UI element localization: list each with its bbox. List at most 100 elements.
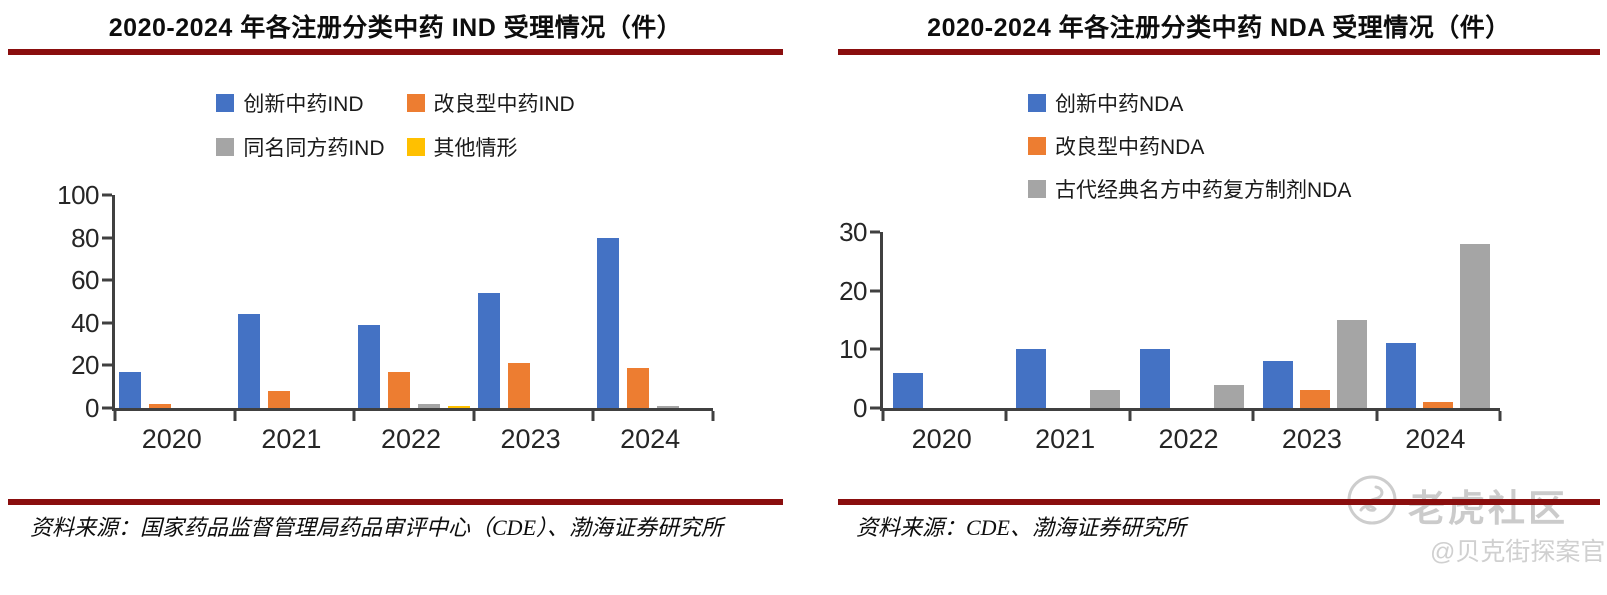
bar-group-2023 bbox=[474, 195, 594, 408]
x-axis-label: 2021 bbox=[261, 424, 322, 454]
source-note: 资料来源：CDE、渤海证券研究所 bbox=[856, 515, 1187, 540]
y-axis-tick bbox=[102, 406, 112, 410]
legend-item: 创新中药IND bbox=[216, 88, 384, 118]
legend: 创新中药IND 改良型中药IND 同名同方药IND 其他情形 bbox=[216, 88, 575, 162]
bar-groups bbox=[883, 232, 1500, 408]
bar bbox=[1262, 361, 1293, 408]
legend-item: 改良型中药NDA bbox=[1028, 131, 1600, 161]
separator-rule-top bbox=[8, 49, 783, 55]
y-axis-tick-label: 10 bbox=[839, 334, 867, 365]
legend-item: 其他情形 bbox=[406, 132, 575, 162]
legend-wrap: 创新中药IND 改良型中药IND 同名同方药IND 其他情形 bbox=[8, 88, 783, 162]
nda-chart-panel: 2020-2024 年各注册分类中药 NDA 受理情况（件） 创新中药NDA 改良… bbox=[838, 0, 1600, 595]
legend-item: 古代经典名方中药复方制剂NDA bbox=[1028, 174, 1600, 204]
plot-area: 0 20 40 60 80 100 bbox=[57, 182, 715, 421]
y-axis-tick-label: 0 bbox=[853, 393, 867, 423]
x-axis-tick bbox=[1498, 411, 1502, 421]
x-axis-label: 2022 bbox=[380, 424, 442, 454]
separator-rule-top bbox=[838, 49, 1600, 55]
watermark-handle: @贝克街探案官 bbox=[1430, 538, 1606, 566]
bar-group-2021 bbox=[1006, 232, 1129, 408]
bar bbox=[1336, 320, 1367, 408]
x-axis-label: 2023 bbox=[1281, 424, 1342, 454]
x-axis-tick bbox=[472, 411, 476, 421]
y-axis-tick bbox=[102, 278, 112, 282]
x-axis-tick bbox=[113, 411, 117, 421]
legend-label: 其他情形 bbox=[433, 137, 518, 160]
y-axis-tick-label: 40 bbox=[71, 307, 99, 338]
bar-group-2022 bbox=[354, 195, 474, 408]
bar bbox=[1423, 402, 1454, 408]
x-axis-tick bbox=[352, 411, 356, 421]
legend-label: 创新中药NDA bbox=[1055, 93, 1184, 116]
x-axis-tick bbox=[1128, 411, 1132, 421]
bar-group-2020 bbox=[883, 232, 1006, 408]
legend: 创新中药NDA 改良型中药NDA 古代经典名方中药复方制剂NDA bbox=[838, 88, 1600, 204]
legend-label: 创新中药IND bbox=[243, 93, 364, 116]
x-axis-tick bbox=[1375, 411, 1379, 421]
plot-area: 0 10 20 30 bbox=[839, 219, 1502, 421]
bar bbox=[357, 324, 380, 408]
legend-swatch-icon bbox=[1028, 180, 1046, 198]
y-axis-tick bbox=[102, 363, 112, 367]
bar bbox=[627, 367, 650, 408]
y-axis-tick bbox=[870, 406, 880, 410]
y-axis-tick bbox=[870, 347, 880, 351]
y-axis-tick-label: 0 bbox=[85, 393, 99, 423]
x-axis-tick bbox=[881, 411, 885, 421]
bar bbox=[892, 372, 923, 408]
bar bbox=[1016, 349, 1047, 408]
bar bbox=[447, 405, 470, 408]
bar-group-2022 bbox=[1130, 232, 1253, 408]
x-axis-label: 2024 bbox=[1405, 424, 1466, 454]
legend-item: 创新中药NDA bbox=[1028, 88, 1600, 118]
legend-swatch-icon bbox=[216, 138, 235, 156]
bar bbox=[597, 237, 620, 408]
legend-swatch-icon bbox=[406, 94, 425, 112]
y-axis-tick-label: 100 bbox=[57, 180, 99, 210]
x-axis-label: 2023 bbox=[500, 424, 561, 454]
bar-group-2021 bbox=[235, 195, 355, 408]
bar-groups bbox=[115, 195, 713, 408]
x-axis-labels: 2020 2021 2022 2023 2024 bbox=[880, 424, 1497, 455]
bar-group-2023 bbox=[1253, 232, 1376, 408]
bar-group-2024 bbox=[1377, 232, 1500, 408]
bar bbox=[238, 314, 261, 408]
x-axis-tick bbox=[1251, 411, 1255, 421]
bar bbox=[1090, 390, 1121, 408]
bar bbox=[387, 371, 410, 408]
y-axis-tick bbox=[870, 230, 880, 234]
bar bbox=[118, 371, 141, 408]
chart-title: 2020-2024 年各注册分类中药 IND 受理情况（件） bbox=[108, 14, 683, 42]
x-axis-label: 2024 bbox=[620, 424, 681, 454]
x-axis-tick bbox=[1004, 411, 1008, 421]
bar bbox=[1460, 243, 1491, 408]
separator-rule-bottom bbox=[838, 499, 1600, 505]
y-axis-tick bbox=[870, 289, 880, 293]
bar bbox=[1386, 343, 1417, 408]
legend-swatch-icon bbox=[1028, 94, 1046, 112]
x-axis-label: 2021 bbox=[1035, 424, 1096, 454]
ind-chart-panel: 2020-2024 年各注册分类中药 IND 受理情况（件） 创新中药IND 改良… bbox=[8, 0, 783, 595]
bar-group-2020 bbox=[115, 195, 235, 408]
x-axis-label: 2022 bbox=[1158, 424, 1219, 454]
legend-label: 古代经典名方中药复方制剂NDA bbox=[1055, 179, 1352, 202]
y-axis-tick-label: 20 bbox=[71, 350, 99, 381]
x-axis-tick bbox=[591, 411, 595, 421]
legend-item: 同名同方药IND bbox=[216, 132, 385, 162]
x-axis-label: 2020 bbox=[911, 424, 972, 454]
bar bbox=[507, 363, 530, 408]
legend-label: 改良型中药NDA bbox=[1055, 136, 1205, 159]
bar-group-2024 bbox=[593, 195, 713, 408]
bar bbox=[148, 403, 171, 408]
x-axis-tick bbox=[711, 411, 715, 421]
chart-title: 2020-2024 年各注册分类中药 NDA 受理情况（件） bbox=[927, 14, 1511, 42]
y-axis-tick-label: 80 bbox=[71, 222, 99, 253]
legend-swatch-icon bbox=[216, 94, 235, 112]
legend-swatch-icon bbox=[1028, 137, 1046, 155]
source-note: 资料来源：国家药品监督管理局药品审评中心（CDE）、渤海证券研究所 bbox=[30, 515, 724, 540]
bar bbox=[1299, 390, 1330, 408]
y-axis-tick-label: 20 bbox=[839, 275, 867, 306]
bar bbox=[268, 390, 291, 408]
